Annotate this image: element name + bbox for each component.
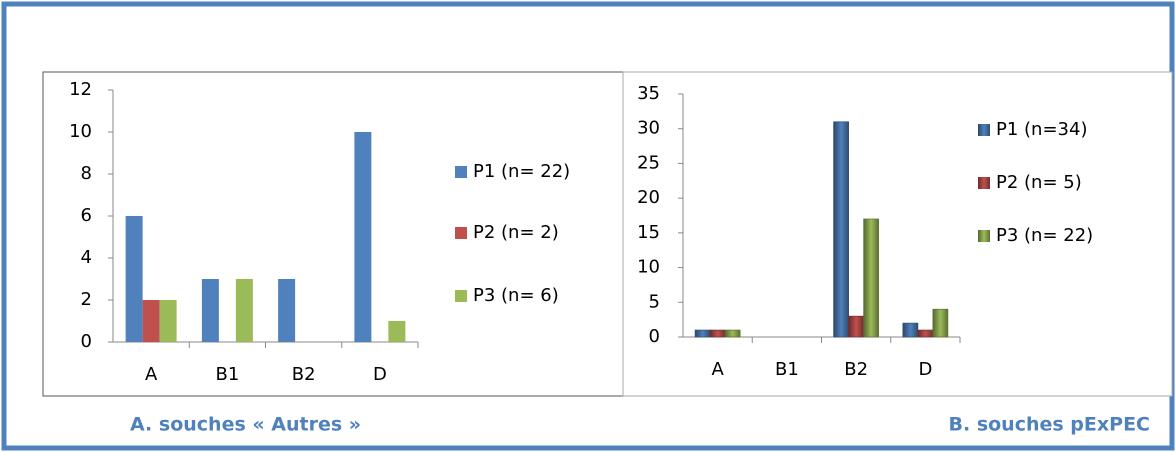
legend-swatch xyxy=(455,227,467,239)
bar xyxy=(159,300,177,342)
bar xyxy=(917,329,934,338)
chart-b-box xyxy=(622,71,1173,397)
chart-caption: A. souches « Autres » xyxy=(130,414,361,436)
legend-label: P2 (n= 5) xyxy=(996,172,1082,193)
y-tick-label: 5 xyxy=(649,291,660,312)
x-tick-label: B1 xyxy=(775,359,799,380)
y-tick-label: 0 xyxy=(649,326,660,347)
chart-caption: B. souches pExPEC xyxy=(949,414,1151,436)
y-tick-label: 12 xyxy=(69,79,92,100)
bar xyxy=(902,322,919,338)
bar xyxy=(201,279,219,342)
bar xyxy=(278,279,296,342)
x-tick-label: B2 xyxy=(844,359,868,380)
bar xyxy=(694,329,711,338)
legend-label: P1 (n= 22) xyxy=(473,161,570,182)
bar xyxy=(863,218,879,338)
legend-label: P3 (n= 6) xyxy=(473,285,559,306)
x-tick-label: A xyxy=(711,359,724,380)
legend-label: P3 (n= 22) xyxy=(996,225,1093,246)
bar xyxy=(388,321,406,342)
bar xyxy=(709,329,726,338)
y-tick-label: 35 xyxy=(637,83,660,104)
x-tick-label: D xyxy=(918,359,932,380)
y-tick-label: 4 xyxy=(81,247,92,268)
y-tick-label: 15 xyxy=(637,222,660,243)
y-tick-label: 6 xyxy=(81,205,92,226)
x-tick-label: A xyxy=(145,364,158,385)
legend-swatch xyxy=(455,290,467,302)
bar xyxy=(724,329,741,338)
legend-swatch xyxy=(978,230,990,242)
x-tick-label: D xyxy=(373,364,387,385)
y-tick-label: 20 xyxy=(637,187,660,208)
legend-swatch xyxy=(978,124,990,136)
y-tick-label: 2 xyxy=(81,289,92,310)
x-tick-label: B1 xyxy=(215,364,239,385)
y-tick-label: 10 xyxy=(637,257,660,278)
legend-swatch xyxy=(978,177,990,189)
bar xyxy=(125,216,143,342)
y-tick-label: 8 xyxy=(81,163,92,184)
y-tick-label: 25 xyxy=(637,152,660,173)
y-tick-label: 10 xyxy=(69,121,92,142)
bar xyxy=(932,308,949,338)
legend-label: P2 (n= 2) xyxy=(473,222,559,243)
bar xyxy=(354,132,372,342)
bar xyxy=(235,279,253,342)
y-tick-label: 0 xyxy=(81,331,92,352)
y-tick-label: 30 xyxy=(637,118,660,139)
x-tick-label: B2 xyxy=(292,364,316,385)
bar xyxy=(142,300,160,342)
legend-label: P1 (n=34) xyxy=(996,119,1087,140)
bar xyxy=(848,315,864,338)
legend-swatch xyxy=(455,166,467,178)
bar xyxy=(833,121,849,338)
